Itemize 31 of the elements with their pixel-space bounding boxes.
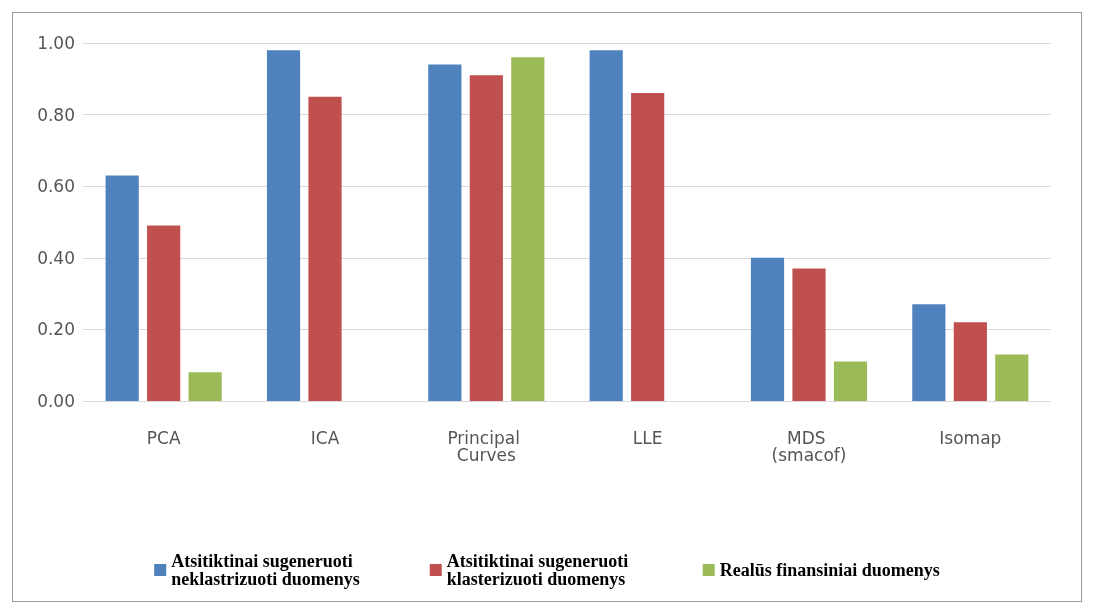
bar bbox=[953, 322, 987, 401]
bar bbox=[266, 50, 301, 401]
y-tick-label: 0.20 bbox=[37, 319, 75, 340]
bar bbox=[631, 93, 665, 401]
bar bbox=[147, 225, 181, 401]
bar bbox=[469, 75, 503, 401]
bar bbox=[589, 50, 623, 401]
bar bbox=[308, 96, 342, 401]
legend-label: Realūs finansiniai duomenys bbox=[719, 560, 940, 580]
x-tick-label: MDS (smacof) bbox=[771, 427, 847, 465]
bar bbox=[995, 354, 1029, 401]
bar bbox=[428, 64, 462, 401]
bar bbox=[511, 57, 545, 401]
legend-label: Atsitiktinai sugeneruoti neklastrizuoti duomenys bbox=[171, 551, 360, 589]
x-tick-label: LLE bbox=[632, 427, 663, 448]
y-tick-label: 0.00 bbox=[37, 391, 75, 411]
y-tick-label: 0.40 bbox=[37, 247, 75, 268]
y-tick-label: 0.60 bbox=[37, 176, 75, 197]
bar bbox=[833, 361, 868, 401]
bar bbox=[912, 304, 946, 401]
x-tick-label: Isomap bbox=[939, 427, 1002, 448]
x-tick-label: ICA bbox=[310, 427, 340, 448]
x-tick-label: PCA bbox=[146, 427, 181, 448]
y-tick-label: 0.80 bbox=[37, 104, 75, 125]
bar bbox=[792, 268, 826, 401]
bar bbox=[750, 257, 785, 401]
bar bbox=[105, 175, 139, 401]
bar bbox=[188, 372, 222, 401]
x-tick-label: Principal Curves bbox=[447, 427, 526, 465]
y-tick-label: 1.00 bbox=[37, 33, 75, 53]
legend-label: Atsitiktinai sugeneruoti klasterizuoti duomenys bbox=[446, 551, 633, 589]
